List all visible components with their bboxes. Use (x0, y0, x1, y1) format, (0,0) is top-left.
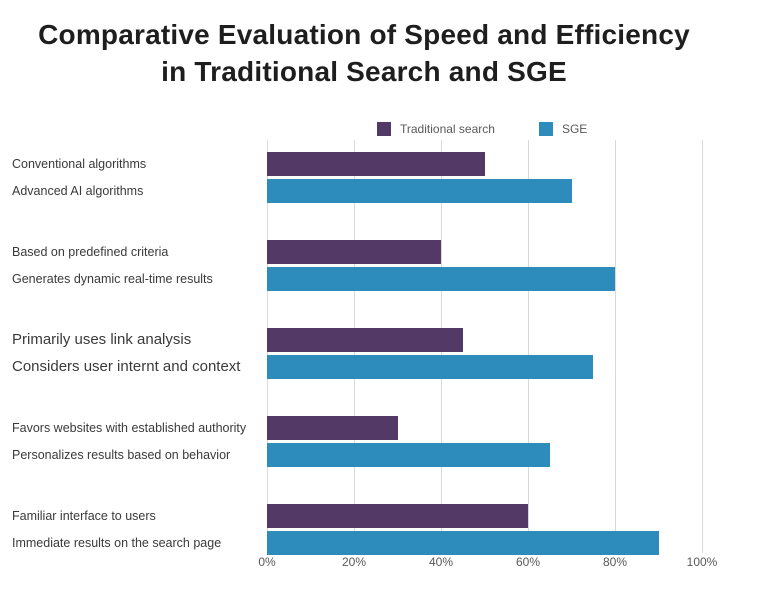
legend-label-traditional: Traditional search (400, 122, 495, 136)
bar-sge-group2 (267, 267, 615, 291)
chart-title-line2: in Traditional Search and SGE (161, 56, 567, 87)
legend-swatch-sge-icon (538, 122, 553, 136)
chart-title: Comparative Evaluation of Speed and Effi… (0, 16, 728, 90)
category-label: Primarily uses link analysis (12, 331, 192, 348)
bar-sge-group5 (267, 531, 659, 555)
x-axis-tick-label: 80% (602, 555, 628, 569)
legend-item-traditional-search: Traditional search (377, 122, 495, 136)
x-axis-tick-label: 20% (341, 555, 367, 569)
gridline-100% (702, 140, 703, 553)
bar-traditional-group5 (267, 504, 528, 528)
bar-sge-group3 (267, 355, 594, 379)
bar-traditional-group2 (267, 240, 441, 264)
bar-sge-group1 (267, 179, 572, 203)
gridline-60% (528, 140, 529, 553)
legend-item-sge: SGE (538, 122, 588, 136)
category-label: Familiar interface to users (12, 509, 156, 523)
category-label: Advanced AI algorithms (12, 184, 144, 198)
category-label: Conventional algorithms (12, 157, 147, 171)
category-label: Personalizes results based on behavior (12, 448, 231, 462)
category-label: Considers user internt and context (12, 358, 241, 375)
category-label: Generates dynamic real-time results (12, 272, 213, 286)
chart-title-line1: Comparative Evaluation of Speed and Effi… (38, 19, 690, 50)
category-label: Immediate results on the search page (12, 536, 222, 550)
x-axis-tick-label: 40% (428, 555, 454, 569)
x-axis-tick-label: 60% (515, 555, 541, 569)
bar-traditional-group4 (267, 416, 398, 440)
bar-sge-group4 (267, 443, 550, 467)
bar-traditional-group3 (267, 328, 463, 352)
bar-traditional-group1 (267, 152, 485, 176)
x-axis-tick-label: 0% (258, 555, 276, 569)
legend-label-sge: SGE (561, 122, 588, 136)
x-axis-tick-label: 100% (686, 555, 718, 569)
category-label: Favors websites with established authori… (12, 421, 247, 435)
gridline-80% (615, 140, 616, 553)
legend: Traditional search SGE (377, 122, 587, 136)
category-label: Based on predefined criteria (12, 245, 169, 259)
legend-swatch-traditional-icon (377, 122, 391, 136)
